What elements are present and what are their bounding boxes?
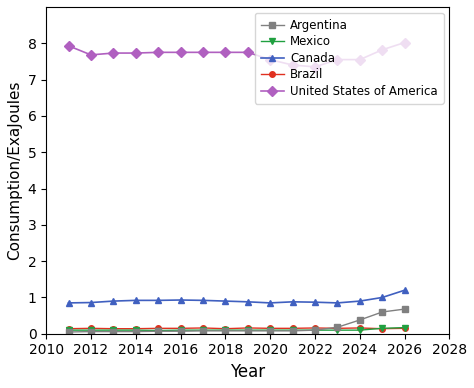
United States of America xyxy=(402,40,408,45)
Brazil xyxy=(200,326,206,330)
X-axis label: Year: Year xyxy=(230,363,265,381)
United States of America xyxy=(88,52,94,57)
Canada xyxy=(222,299,228,303)
Line: United States of America: United States of America xyxy=(65,39,408,70)
Argentina xyxy=(155,329,161,334)
Argentina xyxy=(133,329,138,334)
Canada xyxy=(357,299,363,303)
United States of America xyxy=(66,43,72,48)
United States of America xyxy=(357,57,363,62)
United States of America xyxy=(245,50,251,55)
Mexico xyxy=(200,328,206,333)
Legend: Argentina, Mexico, Canada, Brazil, United States of America: Argentina, Mexico, Canada, Brazil, Unite… xyxy=(255,13,444,104)
Canada xyxy=(133,298,138,303)
Mexico xyxy=(379,326,385,331)
United States of America xyxy=(178,50,183,55)
Brazil xyxy=(110,326,116,331)
Argentina xyxy=(200,329,206,333)
United States of America xyxy=(133,51,138,55)
Argentina xyxy=(335,325,340,329)
United States of America xyxy=(200,50,206,55)
Canada xyxy=(402,288,408,293)
Canada xyxy=(312,300,318,305)
Canada xyxy=(290,300,295,304)
Argentina xyxy=(379,310,385,314)
United States of America xyxy=(312,64,318,69)
Canada xyxy=(335,301,340,305)
Mexico xyxy=(267,328,273,333)
Canada xyxy=(245,300,251,304)
Mexico xyxy=(133,328,138,333)
Canada xyxy=(178,298,183,302)
Y-axis label: Consumption/ExaJoules: Consumption/ExaJoules xyxy=(7,81,22,260)
United States of America xyxy=(335,57,340,62)
Mexico xyxy=(402,325,408,330)
Brazil xyxy=(88,326,94,331)
Mexico xyxy=(155,328,161,333)
Mexico xyxy=(312,328,318,333)
Argentina xyxy=(222,329,228,333)
Argentina xyxy=(267,329,273,333)
Canada xyxy=(379,295,385,300)
Mexico xyxy=(88,328,94,333)
United States of America xyxy=(290,63,295,68)
Mexico xyxy=(245,328,251,333)
Canada xyxy=(110,299,116,303)
Line: Brazil: Brazil xyxy=(66,325,408,331)
Canada xyxy=(267,301,273,305)
Brazil xyxy=(312,326,318,330)
Brazil xyxy=(155,326,161,331)
Canada xyxy=(66,301,72,305)
Brazil xyxy=(335,326,340,331)
Argentina xyxy=(88,329,94,334)
Brazil xyxy=(66,326,72,331)
Brazil xyxy=(222,326,228,331)
Argentina xyxy=(357,318,363,322)
United States of America xyxy=(379,47,385,52)
Line: Canada: Canada xyxy=(65,287,408,307)
Brazil xyxy=(245,326,251,330)
Argentina xyxy=(110,329,116,334)
Mexico xyxy=(222,328,228,333)
Line: Argentina: Argentina xyxy=(66,306,408,335)
Canada xyxy=(200,298,206,303)
Brazil xyxy=(178,326,183,331)
Mexico xyxy=(178,328,183,333)
Argentina xyxy=(290,329,295,333)
Mexico xyxy=(357,328,363,333)
Mexico xyxy=(66,328,72,333)
United States of America xyxy=(110,51,116,55)
United States of America xyxy=(267,57,273,62)
Line: Mexico: Mexico xyxy=(65,324,408,334)
Brazil xyxy=(357,326,363,330)
United States of America xyxy=(222,50,228,55)
Brazil xyxy=(133,326,138,331)
Brazil xyxy=(267,326,273,331)
Argentina xyxy=(402,307,408,312)
Argentina xyxy=(245,329,251,333)
Brazil xyxy=(402,326,408,331)
Canada xyxy=(155,298,161,303)
United States of America xyxy=(155,50,161,55)
Canada xyxy=(88,300,94,305)
Argentina xyxy=(178,329,183,334)
Mexico xyxy=(335,328,340,333)
Brazil xyxy=(379,326,385,331)
Argentina xyxy=(66,330,72,334)
Mexico xyxy=(110,328,116,333)
Mexico xyxy=(290,328,295,333)
Brazil xyxy=(290,326,295,331)
Argentina xyxy=(312,328,318,333)
